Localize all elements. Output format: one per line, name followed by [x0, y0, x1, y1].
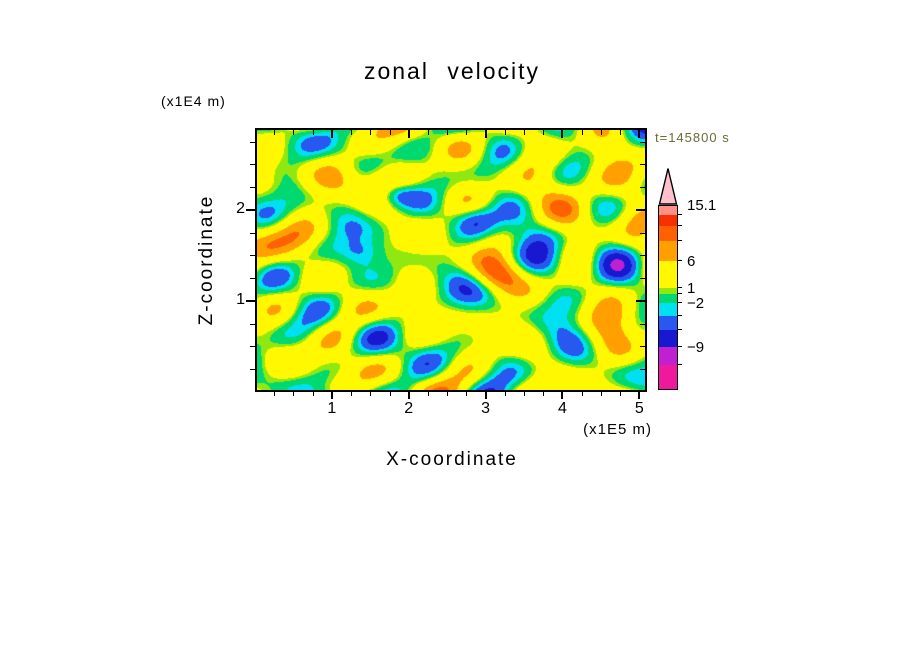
x-tick-label: 1 — [327, 400, 337, 417]
x-major-tick — [638, 392, 641, 399]
x-tick-label: 5 — [634, 400, 644, 417]
x-minor-tick-top — [351, 130, 353, 135]
colorbar-segment — [659, 365, 677, 389]
x-minor-tick-top — [370, 130, 372, 135]
x-minor-tick — [543, 392, 545, 396]
y-minor-tick — [250, 323, 255, 325]
y-minor-tick — [250, 278, 255, 280]
y-minor-tick-right — [640, 278, 645, 280]
colorbar-segment — [659, 316, 677, 330]
x-minor-tick — [581, 392, 583, 396]
y-minor-tick-right — [640, 164, 645, 166]
x-minor-tick — [274, 392, 276, 396]
x-minor-tick-top — [543, 130, 545, 135]
x-minor-tick — [351, 392, 353, 396]
colorbar-segment — [659, 347, 677, 365]
colorbar-segment — [659, 288, 677, 294]
x-axis-label: X-coordinate — [386, 449, 518, 470]
colorbar-segment — [659, 261, 677, 288]
x-minor-tick-top — [620, 130, 622, 135]
x-minor-tick — [524, 392, 526, 396]
colorbar-segment — [659, 330, 677, 347]
y-tick-label: 2 — [236, 199, 245, 217]
x-major-tick — [484, 392, 487, 399]
x-minor-tick-top — [427, 130, 429, 135]
y-minor-tick — [250, 141, 255, 143]
y-axis-label: Z-coordinate — [196, 194, 217, 326]
plot-area — [255, 128, 647, 392]
y-minor-tick — [250, 187, 255, 189]
x-minor-tick-top — [581, 130, 583, 135]
y-minor-tick-right — [640, 232, 645, 234]
y-major-tick-right — [636, 208, 645, 211]
x-minor-tick — [620, 392, 622, 396]
y-major-tick-right — [636, 299, 645, 302]
x-minor-tick-top — [600, 130, 602, 135]
colorbar-segment — [659, 206, 677, 215]
x-minor-tick — [504, 392, 506, 396]
x-minor-tick — [389, 392, 391, 396]
chart-title: zonal velocity — [363, 58, 541, 84]
x-tick-label: 2 — [404, 400, 414, 417]
x-major-tick-top — [330, 130, 333, 138]
x-major-tick-top — [484, 130, 487, 138]
colorbar-label: 15.1 — [687, 197, 717, 214]
x-minor-tick — [370, 392, 372, 396]
colorbar-label: 6 — [687, 252, 696, 270]
x-major-tick-top — [407, 130, 410, 138]
y-minor-tick-right — [640, 255, 645, 257]
colorbar-label: 1 — [687, 280, 696, 298]
y-minor-tick-right — [640, 346, 645, 348]
x-major-tick — [407, 392, 410, 399]
colorbar-segment — [659, 303, 677, 316]
x-minor-tick-top — [274, 130, 276, 135]
y-minor-tick-right — [640, 323, 645, 325]
x-minor-tick — [600, 392, 602, 396]
y-minor-tick — [250, 346, 255, 348]
x-minor-tick-top — [524, 130, 526, 135]
colorbar — [658, 205, 682, 390]
x-tick-label: 3 — [481, 400, 491, 417]
y-minor-tick-right — [640, 141, 645, 143]
colorbar-label: −2 — [687, 295, 705, 313]
x-minor-tick — [466, 392, 468, 396]
x-minor-tick — [293, 392, 295, 396]
contour-canvas — [257, 130, 645, 390]
x-minor-tick-top — [504, 130, 506, 135]
x-tick-label: 4 — [557, 400, 567, 417]
x-major-tick-top — [638, 130, 641, 138]
x-minor-tick-top — [389, 130, 391, 135]
y-minor-tick — [250, 164, 255, 166]
colorbar-overflow-arrow-icon — [658, 168, 678, 205]
colorbar-label: −9 — [687, 339, 705, 357]
colorbar-segment — [659, 226, 677, 241]
x-minor-tick — [427, 392, 429, 396]
x-minor-tick — [447, 392, 449, 396]
x-minor-tick-top — [293, 130, 295, 135]
y-minor-tick-right — [640, 369, 645, 371]
y-tick-label: 1 — [236, 290, 245, 308]
colorbar-segment — [659, 294, 677, 303]
y-major-tick — [246, 208, 255, 211]
x-minor-tick-top — [312, 130, 314, 135]
x-minor-tick-top — [466, 130, 468, 135]
colorbar-segment — [659, 215, 677, 226]
colorbar-segment — [659, 241, 677, 261]
y-minor-tick — [250, 232, 255, 234]
x-major-tick — [330, 392, 333, 399]
x-minor-tick — [312, 392, 314, 396]
x-major-tick-top — [561, 130, 564, 138]
x-minor-tick-top — [447, 130, 449, 135]
y-minor-tick — [250, 369, 255, 371]
y-minor-tick — [250, 255, 255, 257]
y-major-tick — [246, 299, 255, 302]
y-axis-units: (x1E4 m) — [161, 93, 226, 109]
y-minor-tick-right — [640, 187, 645, 189]
x-axis-units: (x1E5 m) — [583, 421, 652, 438]
x-major-tick — [561, 392, 564, 399]
timestamp-annotation: t=145800 s — [655, 130, 730, 145]
